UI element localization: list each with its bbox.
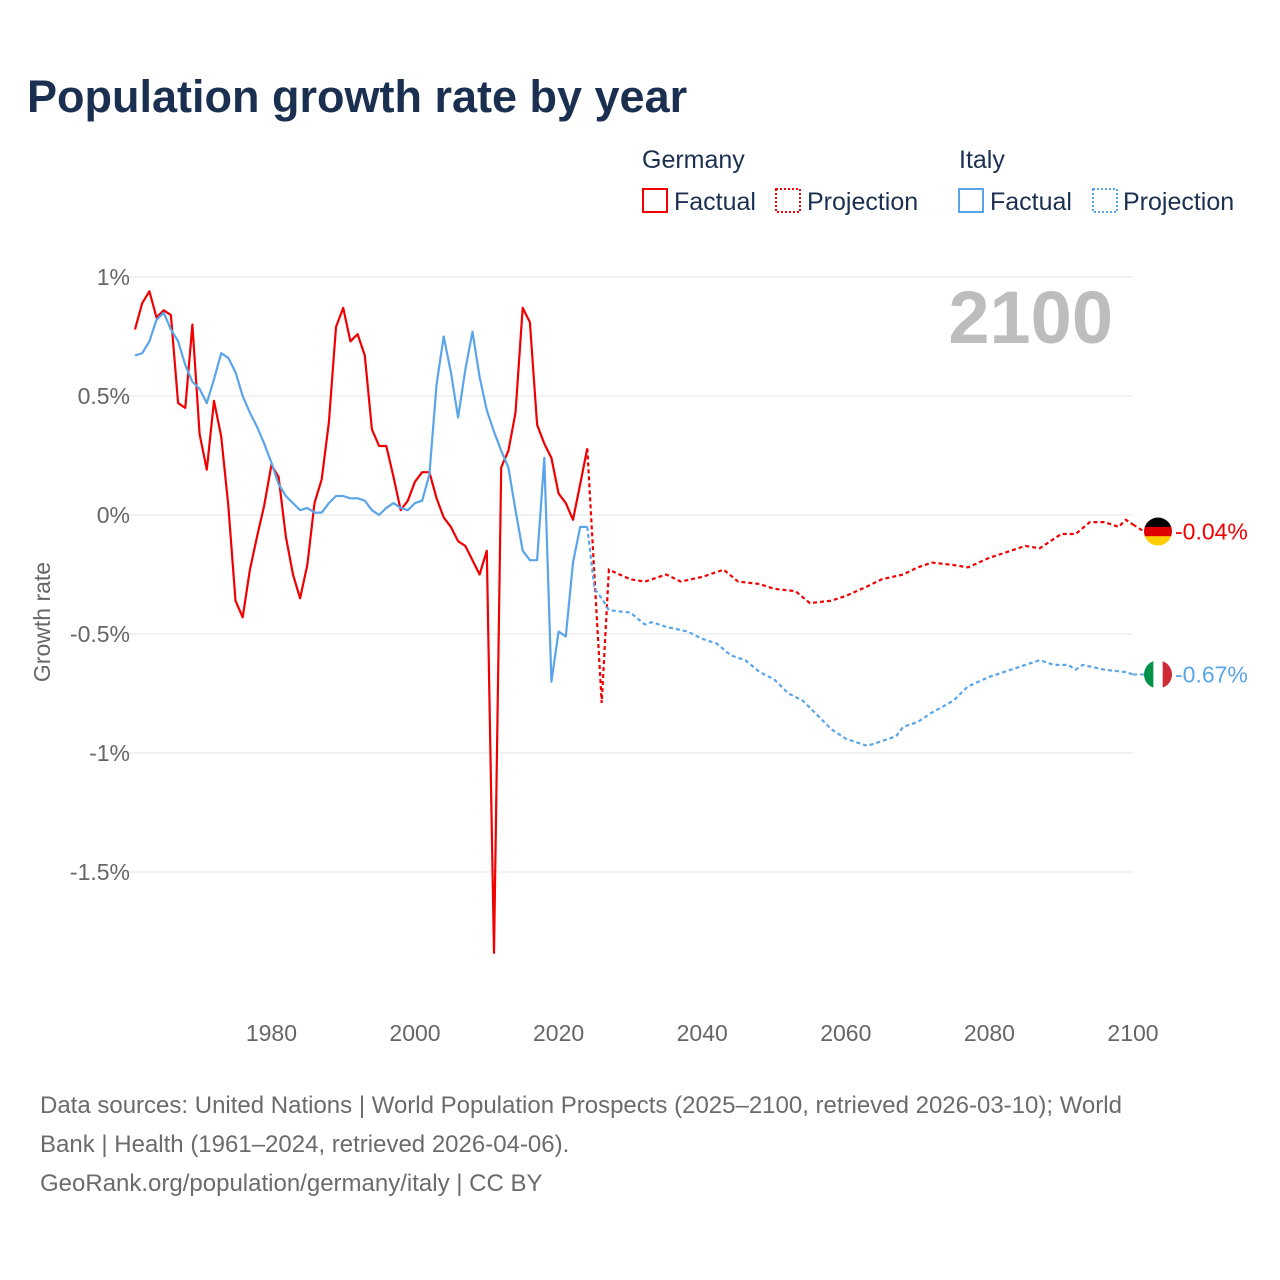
current-year-label: 2100 [948, 276, 1113, 359]
x-tick-label: 2060 [820, 1020, 871, 1046]
y-axis-ticks: 1% 0.5% 0% -0.5% -1% -1.5% [70, 264, 130, 885]
italy-flag-icon [1144, 660, 1172, 689]
footer-source-line2: Bank | Health (1961–2024, retrieved 2026… [40, 1131, 569, 1158]
legend-italy-heading: Italy [959, 146, 1005, 174]
x-axis-ticks: 1980 2000 2020 2040 2060 2080 2100 [246, 1020, 1159, 1046]
y-tick-label: -0.5% [70, 621, 130, 647]
x-tick-label: 2000 [389, 1020, 440, 1046]
y-tick-label: 1% [97, 264, 130, 290]
legend-italy-factual-swatch [958, 188, 984, 213]
legend-germany-projection[interactable]: Projection [807, 188, 918, 216]
germany-end-value-label: -0.04% [1175, 519, 1248, 545]
y-tick-label: 0% [97, 502, 130, 528]
footer-attribution-link[interactable]: GeoRank.org/population/germany/italy | C… [40, 1170, 543, 1197]
germany-factual-line [133, 290, 589, 955]
x-tick-label: 2080 [964, 1020, 1015, 1046]
germany-projection-line [586, 448, 1134, 704]
legend-italy-projection-swatch [1092, 188, 1118, 213]
legend: Germany Factual Projection Italy Factual… [642, 146, 1234, 216]
footer-source-line1: Data sources: United Nations | World Pop… [40, 1092, 1122, 1119]
legend-germany-factual[interactable]: Factual [674, 188, 756, 216]
series-end-markers: -0.04% -0.67% [1132, 517, 1248, 689]
italy-end-value-label: -0.67% [1175, 661, 1248, 687]
end-connector [1132, 523, 1145, 533]
legend-germany-projection-swatch [775, 188, 801, 213]
series-lines [133, 290, 1134, 955]
x-tick-label: 2020 [533, 1020, 584, 1046]
legend-germany-heading: Germany [642, 146, 745, 174]
x-tick-label: 2040 [677, 1020, 728, 1046]
legend-italy-projection[interactable]: Projection [1123, 188, 1234, 216]
germany-flag-icon [1144, 517, 1172, 546]
legend-italy-factual[interactable]: Factual [990, 188, 1072, 216]
x-tick-label: 1980 [246, 1020, 297, 1046]
legend-germany-factual-swatch [642, 188, 668, 213]
x-tick-label: 2100 [1107, 1020, 1158, 1046]
y-tick-label: 0.5% [78, 383, 130, 409]
y-tick-label: -1% [89, 740, 130, 766]
italy-factual-line [134, 311, 588, 683]
y-axis-label: Growth rate [29, 562, 55, 682]
y-tick-label: -1.5% [70, 859, 130, 885]
grid [125, 276, 1133, 873]
chart-title: Population growth rate by year [27, 71, 687, 122]
italy-projection-line [586, 526, 1134, 748]
